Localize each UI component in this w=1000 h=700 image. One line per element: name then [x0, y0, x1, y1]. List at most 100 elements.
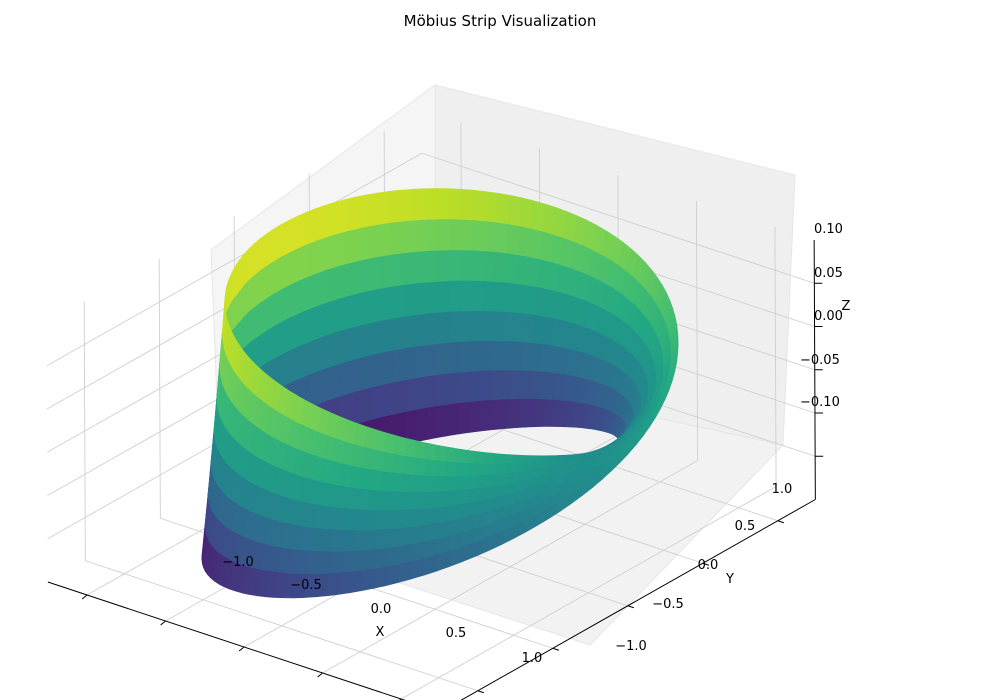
- surface-patch: [348, 570, 364, 594]
- z-tick-label: 0.00: [814, 309, 843, 324]
- x-tick-label: −1.0: [222, 555, 254, 570]
- surface-patch: [390, 491, 404, 511]
- surface-patch: [253, 238, 261, 277]
- surface-patch: [519, 197, 534, 230]
- surface-patch: [328, 363, 341, 401]
- x-tick-mark: [160, 620, 166, 626]
- surface-patch: [435, 506, 449, 524]
- surface-patch: [424, 188, 438, 221]
- surface-patch: [415, 407, 428, 443]
- surface-patch: [413, 474, 426, 493]
- surface-patch: [469, 370, 482, 403]
- surface-patch: [266, 228, 274, 267]
- grid-line: [85, 560, 478, 692]
- surface-patch: [297, 244, 308, 282]
- surface-patch: [350, 550, 366, 573]
- surface-patch: [399, 526, 414, 547]
- surface-patch: [391, 316, 405, 352]
- surface-patch: [425, 312, 438, 346]
- z-tick-label: 0.10: [814, 222, 843, 237]
- surface-patch: [401, 491, 415, 511]
- surface-patch: [357, 488, 371, 511]
- surface-patch: [476, 475, 491, 489]
- surface-patch: [315, 237, 327, 275]
- surface-patch: [458, 341, 472, 374]
- surface-patch: [259, 233, 267, 272]
- surface-patch: [410, 558, 425, 580]
- surface-patch: [246, 307, 254, 347]
- surface-patch: [471, 250, 485, 282]
- surface-patch: [252, 302, 260, 342]
- surface-patch: [391, 472, 405, 493]
- surface-patch: [299, 342, 310, 380]
- surface-patch: [366, 509, 380, 531]
- z-tick-label: 0.05: [814, 266, 843, 281]
- surface-patch: [403, 455, 416, 476]
- surface-patch: [280, 252, 291, 291]
- surface-patch: [366, 192, 380, 228]
- x-axis-ticks: −1.0 −0.5 0.0 0.5 1.0 X: [222, 555, 542, 666]
- surface-patch: [478, 400, 491, 432]
- y-tick-mark: [552, 647, 560, 651]
- z-tick-label: −0.05: [800, 353, 840, 368]
- surface-patch: [424, 475, 437, 493]
- surface-patch: [445, 461, 457, 477]
- y-tick-mark: [477, 690, 485, 694]
- surface-patch: [411, 525, 425, 545]
- surface-patch: [392, 348, 405, 384]
- surface-patch: [425, 281, 438, 315]
- surface-patch: [386, 546, 401, 568]
- surface-patch: [379, 490, 393, 511]
- surface-patch: [391, 284, 404, 320]
- surface-patch: [368, 288, 382, 324]
- surface-patch: [496, 192, 510, 225]
- surface-patch: [397, 561, 412, 583]
- surface-patch: [465, 462, 478, 477]
- y-tick-label: −0.5: [652, 597, 684, 612]
- surface-patch: [372, 449, 385, 473]
- surface-patch: [413, 219, 426, 253]
- surface-patch: [458, 401, 470, 435]
- surface-patch: [381, 350, 394, 386]
- mobius-surface: [201, 188, 679, 599]
- surface-patch: [306, 240, 318, 278]
- surface-patch: [463, 449, 476, 464]
- surface-patch: [356, 226, 369, 262]
- surface-patch: [494, 252, 508, 284]
- surface-patch: [252, 270, 261, 310]
- surface-patch: [377, 190, 391, 226]
- surface-patch: [412, 188, 426, 222]
- surface-patch: [358, 290, 371, 327]
- surface-patch: [425, 219, 438, 252]
- z-tick-label: −0.10: [800, 395, 840, 410]
- surface-patch: [345, 228, 359, 265]
- surface-patch: [404, 437, 416, 459]
- surface-patch: [460, 250, 473, 282]
- surface-patch: [389, 509, 403, 530]
- surface-patch: [353, 530, 368, 552]
- surface-patch: [379, 286, 393, 322]
- surface-patch: [380, 318, 394, 354]
- surface-patch: [480, 340, 493, 372]
- surface-patch: [364, 529, 379, 551]
- surface-patch: [357, 258, 370, 295]
- surface-patch: [426, 406, 438, 440]
- surface-patch: [367, 224, 381, 260]
- surface-patch: [281, 284, 291, 323]
- surface-patch: [355, 194, 369, 230]
- surface-patch: [413, 457, 426, 477]
- surface-patch: [459, 311, 472, 343]
- surface-patch: [317, 302, 329, 340]
- surface-patch: [370, 469, 384, 492]
- surface-patch: [259, 265, 267, 305]
- surface-patch: [445, 476, 458, 492]
- grid-line: [46, 152, 423, 367]
- surface-patch: [413, 282, 427, 316]
- surface-patch: [447, 372, 460, 406]
- surface-patch: [324, 201, 337, 239]
- surface-patch: [348, 325, 361, 362]
- surface-patch: [448, 311, 461, 344]
- surface-patch: [385, 564, 400, 587]
- x-tick-mark: [238, 646, 245, 652]
- surface-patch: [378, 222, 392, 258]
